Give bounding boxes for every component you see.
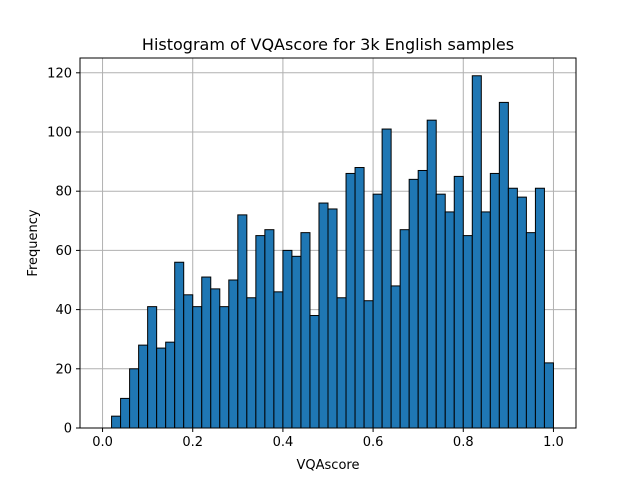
y-tick-label: 40 <box>55 303 72 318</box>
histogram-bar <box>165 341 176 429</box>
histogram-bar <box>417 169 428 429</box>
histogram-bar <box>201 276 212 429</box>
histogram-bar <box>345 172 356 429</box>
histogram-bar <box>246 297 257 429</box>
histogram-bar <box>516 196 527 429</box>
chart-title: Histogram of VQAscore for 3k English sam… <box>142 35 514 54</box>
histogram-bar <box>291 255 302 429</box>
x-tick-label: 0.4 <box>273 435 294 450</box>
histogram-bar <box>192 306 203 429</box>
histogram-bar <box>300 232 311 429</box>
x-tick-label: 0.8 <box>453 435 474 450</box>
histogram-bar <box>174 261 185 429</box>
y-tick-label: 0 <box>64 422 72 437</box>
histogram-bar <box>489 172 500 429</box>
x-tick-label: 0.2 <box>182 435 203 450</box>
histogram-bar <box>444 211 455 429</box>
histogram-bar <box>273 291 284 429</box>
histogram-bar <box>138 344 149 429</box>
histogram-bar <box>210 288 221 429</box>
histogram-bar <box>309 315 320 429</box>
histogram-bar <box>147 306 158 429</box>
histogram-bar <box>111 415 122 429</box>
axis-ticks: 0.0 0.2 0.4 0.6 0.8 1.0 0 20 40 60 80 100 120 <box>47 66 564 450</box>
histogram-bar <box>183 294 194 429</box>
x-tick-label: 0.6 <box>363 435 384 450</box>
histogram-bar <box>390 285 401 429</box>
histogram-bar <box>462 235 473 429</box>
y-tick-label: 100 <box>47 126 72 141</box>
y-tick-label: 80 <box>55 185 72 200</box>
histogram-bar <box>525 232 536 429</box>
histogram-bar <box>327 208 338 429</box>
histogram-bar <box>372 193 383 429</box>
histogram-bar <box>381 128 392 429</box>
histogram-bar <box>237 214 248 429</box>
histogram-bars <box>111 75 554 429</box>
histogram-bar <box>318 202 329 429</box>
histogram-bar <box>498 101 509 429</box>
histogram-bar <box>219 306 230 429</box>
histogram-bar <box>363 300 374 429</box>
y-tick-label: 120 <box>47 66 72 81</box>
histogram-bar <box>507 187 518 429</box>
histogram-bar <box>480 211 491 429</box>
histogram-bar <box>408 178 419 429</box>
histogram-bar <box>399 229 410 429</box>
histogram-bar <box>282 249 293 429</box>
histogram-bar <box>426 119 437 429</box>
y-tick-label: 60 <box>55 244 72 259</box>
histogram-bar <box>354 167 365 429</box>
histogram-bar <box>543 362 554 429</box>
x-tick-label: 0.0 <box>92 435 113 450</box>
histogram-bar <box>453 175 464 429</box>
histogram-bar <box>156 347 167 429</box>
histogram-bar <box>228 279 239 429</box>
x-axis-title: VQAscore <box>297 458 360 473</box>
histogram-bar <box>129 368 140 429</box>
y-axis-title: Frequency <box>26 209 41 276</box>
histogram-bar <box>255 235 266 429</box>
x-tick-label: 1.0 <box>543 435 564 450</box>
histogram-bar <box>471 75 482 429</box>
plot-frame <box>79 57 577 429</box>
histogram-bar <box>264 229 275 429</box>
histogram-bar <box>534 187 545 429</box>
histogram-bar <box>120 397 131 429</box>
y-tick-label: 20 <box>55 362 72 377</box>
histogram-bar <box>435 193 446 429</box>
histogram-bar <box>336 297 347 429</box>
